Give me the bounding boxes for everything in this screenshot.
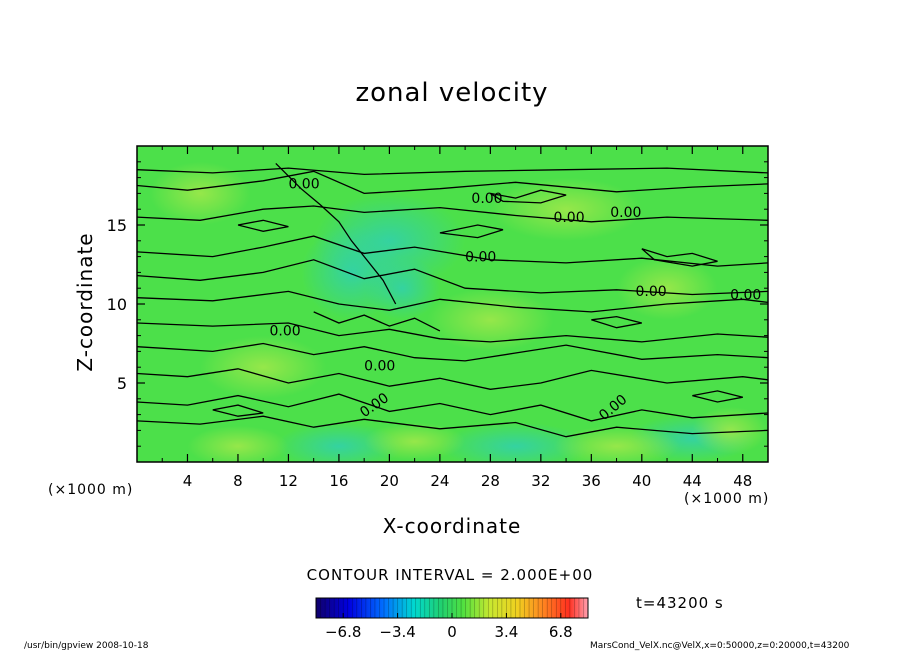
y-tick-label: 5 <box>117 374 127 393</box>
colorbar-tick-label: −3.4 <box>379 623 415 641</box>
x-tick-label: 44 <box>683 472 702 490</box>
contour-label: 0.00 <box>288 177 319 193</box>
contour-label: 0.00 <box>610 205 641 221</box>
contour-line <box>137 259 768 296</box>
colorbar-gradient <box>316 598 588 618</box>
contour-line <box>137 170 768 195</box>
footer-program-date: /usr/bin/gpview 2008-10-18 <box>24 641 149 651</box>
field-patch <box>364 256 440 320</box>
x-tick-label: 24 <box>430 472 449 490</box>
velocity-field <box>137 146 768 462</box>
field-patch <box>200 335 327 399</box>
field-patch <box>187 425 289 462</box>
contour-line <box>137 322 768 343</box>
colorbar-ticks: −6.8 −3.4 0 3.4 6.8 <box>325 613 573 641</box>
contour-label: 0.00 <box>635 284 666 300</box>
x-tick-label: 36 <box>582 472 601 490</box>
x-unit-label-left: (×1000 m) <box>48 482 134 498</box>
x-tick-label: 28 <box>481 472 500 490</box>
contour-interval-label: CONTOUR INTERVAL = 2.000E+00 <box>306 566 594 584</box>
field-patch <box>439 422 592 462</box>
colorbar-tick-label: 3.4 <box>494 623 518 641</box>
contour-line <box>641 248 718 267</box>
x-axis-ticks: 4 8 12 16 20 24 28 32 36 40 44 48 <box>161 146 752 490</box>
field-patch <box>149 161 251 225</box>
x-tick-label: 32 <box>531 472 550 490</box>
x-tick-label: 4 <box>183 472 193 490</box>
contour-line <box>212 404 264 417</box>
field-patch <box>490 177 642 241</box>
contour-line <box>137 393 768 422</box>
contour-line <box>313 311 441 332</box>
contour-line <box>137 342 768 362</box>
contour-line <box>490 189 567 204</box>
x-tick-label: 12 <box>279 472 298 490</box>
colorbar-segments <box>320 598 584 618</box>
time-label: t=43200 s <box>636 594 724 612</box>
contour-label: 0.00 <box>465 249 496 265</box>
y-tick-label: 10 <box>107 295 127 314</box>
colorbar-tick-label: 6.8 <box>549 623 573 641</box>
contour-label: 0.00 <box>553 210 584 226</box>
contour-label: 0.00 <box>270 324 301 340</box>
colorbar: −6.8 −3.4 0 3.4 6.8 <box>315 597 589 641</box>
contour-line <box>137 290 768 313</box>
contour-line <box>591 315 642 329</box>
field-patch <box>427 288 554 352</box>
contour-line <box>137 167 768 176</box>
x-axis-label: X-coordinate <box>382 514 522 538</box>
field-patch <box>616 256 718 320</box>
contour-line <box>137 205 768 223</box>
colorbar-tick-label: 0 <box>447 623 457 641</box>
x-tick-label: 48 <box>733 472 752 490</box>
field-patch <box>692 406 768 455</box>
chart-title: zonal velocity <box>355 78 549 108</box>
contour-line <box>237 219 289 232</box>
contour-lines <box>137 162 768 438</box>
contour-label: 0.00 <box>471 191 502 207</box>
x-unit-label-right: (×1000 m) <box>684 491 770 507</box>
y-axis-ticks: 5 10 15 <box>107 161 768 447</box>
contour-label: 0.00 <box>364 358 395 374</box>
contour-line <box>439 224 504 239</box>
x-tick-label: 40 <box>632 472 651 490</box>
contour-line <box>137 415 768 438</box>
x-tick-label: 16 <box>329 472 348 490</box>
field-patch <box>364 422 466 461</box>
contour-line <box>137 235 768 267</box>
contour-label: 0.00 <box>730 287 761 303</box>
colorbar-tick-label: −6.8 <box>325 623 361 641</box>
field-patch <box>553 425 680 462</box>
x-tick-label: 20 <box>380 472 399 490</box>
x-tick-label: 8 <box>233 472 243 490</box>
y-tick-label: 15 <box>107 216 127 235</box>
contour-line <box>137 368 768 390</box>
footer-data-source: MarsCond_VelX.nc@VelX,x=0:50000,z=0:2000… <box>590 641 850 651</box>
contour-line <box>692 390 743 403</box>
contour-line <box>275 162 397 305</box>
